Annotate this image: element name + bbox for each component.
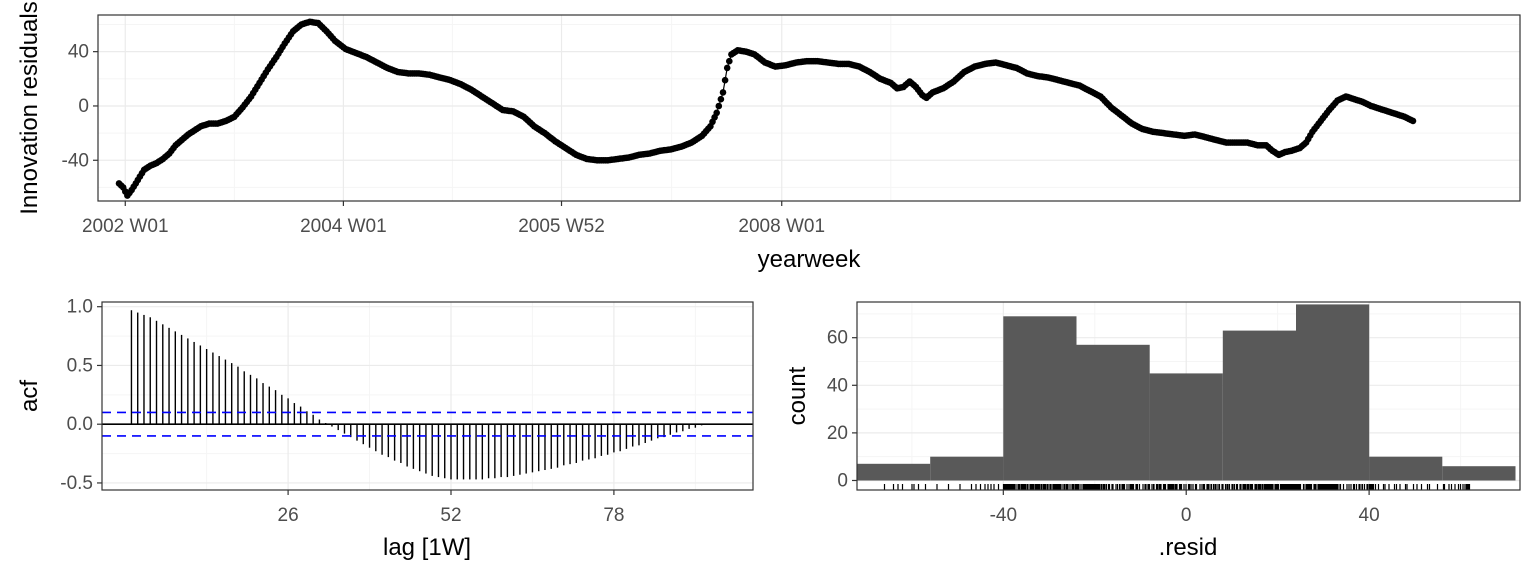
histogram-y-axis: 0 20 40 60: [827, 328, 857, 491]
acf-y-tick-label: -0.5: [60, 473, 93, 494]
residual-point: [713, 109, 720, 117]
histogram-panel: 0 20 40 60 -40 0 40 .resid count: [784, 301, 1521, 561]
residual-y-axis: -40 0 40: [62, 42, 98, 171]
histogram-x-tick-label: 0: [1181, 505, 1192, 526]
histogram-bar: [1003, 316, 1077, 481]
histogram-bar: [1442, 466, 1516, 481]
acf-y-axis-title: acf: [16, 380, 43, 412]
residual-x-tick-label: 2008 W01: [738, 216, 825, 237]
acf-x-axis: 26 52 78: [278, 490, 624, 526]
residual-point: [715, 102, 723, 110]
histogram-y-tick-label: 40: [827, 375, 848, 396]
histogram-bar: [857, 463, 931, 481]
residual-x-axis: 2002 W01 2004 W01 2005 W52 2008 W01: [82, 201, 825, 237]
acf-y-tick-label: 0.0: [67, 414, 93, 435]
residual-point: [726, 57, 733, 65]
residual-y-tick-label: 0: [78, 96, 89, 117]
histogram-y-tick-label: 60: [827, 328, 848, 349]
acf-x-tick-label: 26: [278, 505, 299, 526]
acf-y-tick-label: 0.5: [67, 355, 93, 376]
acf-panel: -0.5 0.0 0.5 1.0 26 52 78 lag [1W] acf: [16, 297, 754, 561]
residual-y-tick-label: 40: [68, 42, 89, 63]
residual-point: [1409, 117, 1417, 125]
residual-gridlines: [98, 15, 1520, 201]
acf-bars: [130, 310, 703, 480]
residual-x-axis-title: yearweek: [758, 246, 862, 273]
acf-plot-area: [102, 302, 753, 490]
residual-y-axis-title: Innovation residuals: [16, 1, 43, 214]
histogram-plot-frame: [856, 301, 1521, 491]
histogram-bar: [1149, 373, 1223, 481]
residual-x-tick-label: 2004 W01: [300, 216, 387, 237]
histogram-bar: [1369, 456, 1443, 481]
acf-x-tick-label: 78: [603, 505, 624, 526]
residual-point: [717, 95, 725, 103]
histogram-x-axis: -40 0 40: [990, 490, 1380, 526]
histogram-bar: [1296, 304, 1370, 481]
histogram-y-tick-label: 0: [837, 470, 848, 491]
acf-x-tick-label: 52: [440, 505, 461, 526]
histogram-bar: [930, 456, 1004, 481]
acf-plot-frame: [101, 301, 754, 491]
residual-x-tick-label: 2002 W01: [82, 216, 169, 237]
residual-y-tick-label: -40: [62, 150, 89, 171]
histogram-x-axis-title: .resid: [1159, 534, 1218, 561]
histogram-y-axis-title: count: [784, 366, 811, 425]
residual-x-tick-label: 2005 W52: [518, 216, 605, 237]
residual-point: [719, 89, 727, 96]
acf-y-tick-label: 1.0: [67, 297, 93, 318]
histogram-bar: [1076, 344, 1150, 481]
acf-y-axis: -0.5 0.0 0.5 1.0: [60, 297, 102, 494]
residual-plot-frame: [97, 14, 1521, 202]
histogram-y-tick-label: 20: [827, 423, 848, 444]
histogram-x-tick-label: 40: [1359, 505, 1380, 526]
histogram-bar: [1222, 330, 1296, 481]
histogram-x-tick-label: -40: [990, 505, 1017, 526]
histogram-rug: [883, 484, 1471, 490]
residual-series-points: [115, 18, 1417, 199]
residual-plot-area: [98, 15, 1520, 201]
residual-point: [721, 76, 729, 84]
histogram-bars: [857, 304, 1516, 481]
residual-point: [723, 64, 731, 72]
acf-x-axis-title: lag [1W]: [383, 534, 471, 561]
